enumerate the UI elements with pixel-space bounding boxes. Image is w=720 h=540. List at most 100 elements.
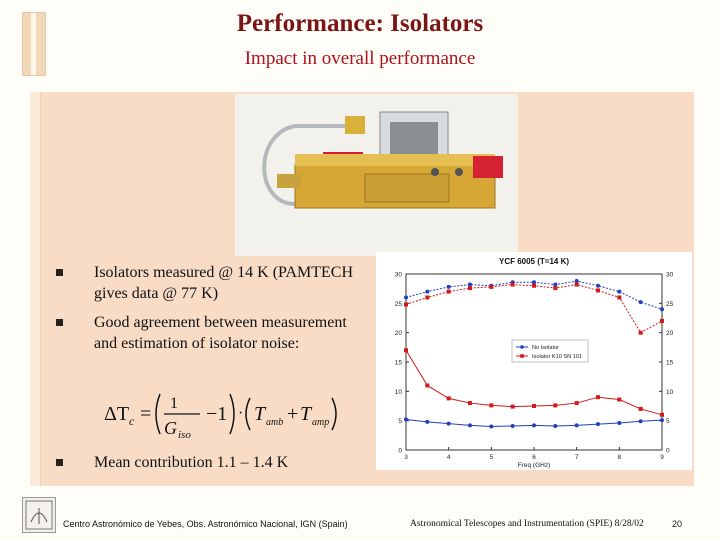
svg-text:+: + <box>287 403 298 425</box>
data-point <box>617 295 622 300</box>
data-point <box>532 283 536 288</box>
svg-text:−1: −1 <box>206 403 227 425</box>
data-point <box>596 422 600 427</box>
isolator-photo <box>235 94 518 256</box>
gain-noise-chart: YCF 6005 (T=14 K) 0 0 5 5 10 10 15 15 20 20 25 25 30 3… <box>376 252 692 470</box>
x-tick-label: 6 <box>532 454 536 461</box>
page-number: 20 <box>672 519 683 529</box>
isolator-illustration <box>235 94 518 256</box>
data-point <box>574 282 579 287</box>
data-point <box>553 286 558 291</box>
y-tick-label-right: 20 <box>666 330 674 337</box>
data-point <box>446 421 451 426</box>
data-point <box>596 283 600 288</box>
svg-text:amb: amb <box>266 417 283 428</box>
data-point <box>574 279 579 284</box>
svg-text:amp: amp <box>312 417 329 428</box>
svg-text:·: · <box>238 405 243 422</box>
data-point <box>489 284 494 289</box>
data-point <box>574 401 579 406</box>
bullet-marker <box>56 459 63 466</box>
data-point <box>468 423 472 428</box>
x-tick-label: 8 <box>618 454 622 461</box>
data-point <box>532 280 536 285</box>
legend-label: No Isolator <box>532 345 559 351</box>
bullet-text: Good agreement between measurement and e… <box>94 314 347 352</box>
y-tick-label-right: 25 <box>666 301 674 308</box>
svg-text:1: 1 <box>170 395 178 412</box>
data-point <box>468 282 472 287</box>
data-point <box>510 282 515 287</box>
data-point <box>660 318 664 323</box>
data-point <box>404 295 408 300</box>
y-tick-label-right: 5 <box>666 418 670 425</box>
bullet-marker <box>56 269 63 276</box>
data-point <box>425 289 430 294</box>
x-tick-label: 7 <box>575 454 579 461</box>
slide-subtitle: Impact in overall performance <box>244 48 476 69</box>
y-tick-label-right: 30 <box>666 272 674 279</box>
noise-formula: ΔT c = 1 G iso −1 · T amb + T amp <box>104 384 344 444</box>
svg-text:T: T <box>254 403 267 425</box>
observatory-logo <box>22 497 56 533</box>
data-point <box>489 403 494 408</box>
data-point <box>489 424 494 429</box>
data-point <box>638 419 643 424</box>
data-point <box>425 383 430 388</box>
y-tick-label-right: 10 <box>666 389 674 396</box>
panel-stripe <box>30 92 41 486</box>
data-point <box>617 397 622 402</box>
data-point <box>532 404 536 408</box>
legend-label: Isolator K10 SN 101 <box>532 354 582 360</box>
y-tick-label: 15 <box>395 360 403 367</box>
bullet-text: Isolators measured @ 14 K (PAMTECH gives… <box>94 264 354 302</box>
footer-institution: Centro Astronómico de Yebes, Obs. Astron… <box>63 519 348 529</box>
data-point <box>404 348 408 353</box>
legend-box <box>511 339 589 363</box>
svg-text:ΔT: ΔT <box>104 403 129 425</box>
data-point <box>404 302 408 307</box>
bullet-marker <box>56 319 63 326</box>
data-point <box>510 404 515 409</box>
x-tick-label: 3 <box>404 454 408 461</box>
chart-svg: YCF 6005 (T=14 K) 0 0 5 5 10 10 15 15 20 20 25 25 30 3… <box>395 257 674 469</box>
data-point <box>660 418 664 423</box>
chart-title: YCF 6005 (T=14 K) <box>499 257 569 266</box>
data-point <box>532 423 536 428</box>
y-tick-label: 5 <box>398 418 402 425</box>
legend-swatch-marker <box>520 354 524 358</box>
y-tick-label-right: 0 <box>666 448 670 455</box>
data-point <box>638 300 643 305</box>
svg-text:T: T <box>300 403 313 425</box>
data-point <box>617 421 622 426</box>
data-point <box>596 395 600 400</box>
data-point <box>553 282 558 287</box>
data-point <box>553 423 558 428</box>
x-tick-label: 4 <box>447 454 451 461</box>
svg-text:=: = <box>140 403 151 425</box>
svg-text:iso: iso <box>178 429 191 441</box>
decorative-bar <box>22 12 46 76</box>
data-point <box>553 403 558 408</box>
data-point <box>446 396 451 401</box>
data-point <box>617 289 622 294</box>
legend-swatch-marker <box>520 345 524 349</box>
bullet-text: Mean contribution 1.1 – 1.4 K <box>94 454 289 471</box>
data-point <box>660 307 664 312</box>
data-point <box>574 423 579 428</box>
slide-title: Performance: Isolators <box>236 10 484 37</box>
data-point <box>510 423 515 428</box>
x-axis-label: Freq (GHz) <box>518 462 551 469</box>
x-tick-label: 5 <box>490 454 494 461</box>
data-point <box>404 417 408 422</box>
data-point <box>468 401 472 406</box>
svg-text:c: c <box>129 414 135 428</box>
y-tick-label: 20 <box>395 330 403 337</box>
data-point <box>425 419 430 424</box>
y-tick-label-right: 15 <box>666 360 674 367</box>
data-point <box>446 289 451 294</box>
data-point <box>468 286 472 291</box>
data-point <box>446 284 451 289</box>
svg-text:G: G <box>164 418 177 438</box>
data-point <box>660 412 664 417</box>
